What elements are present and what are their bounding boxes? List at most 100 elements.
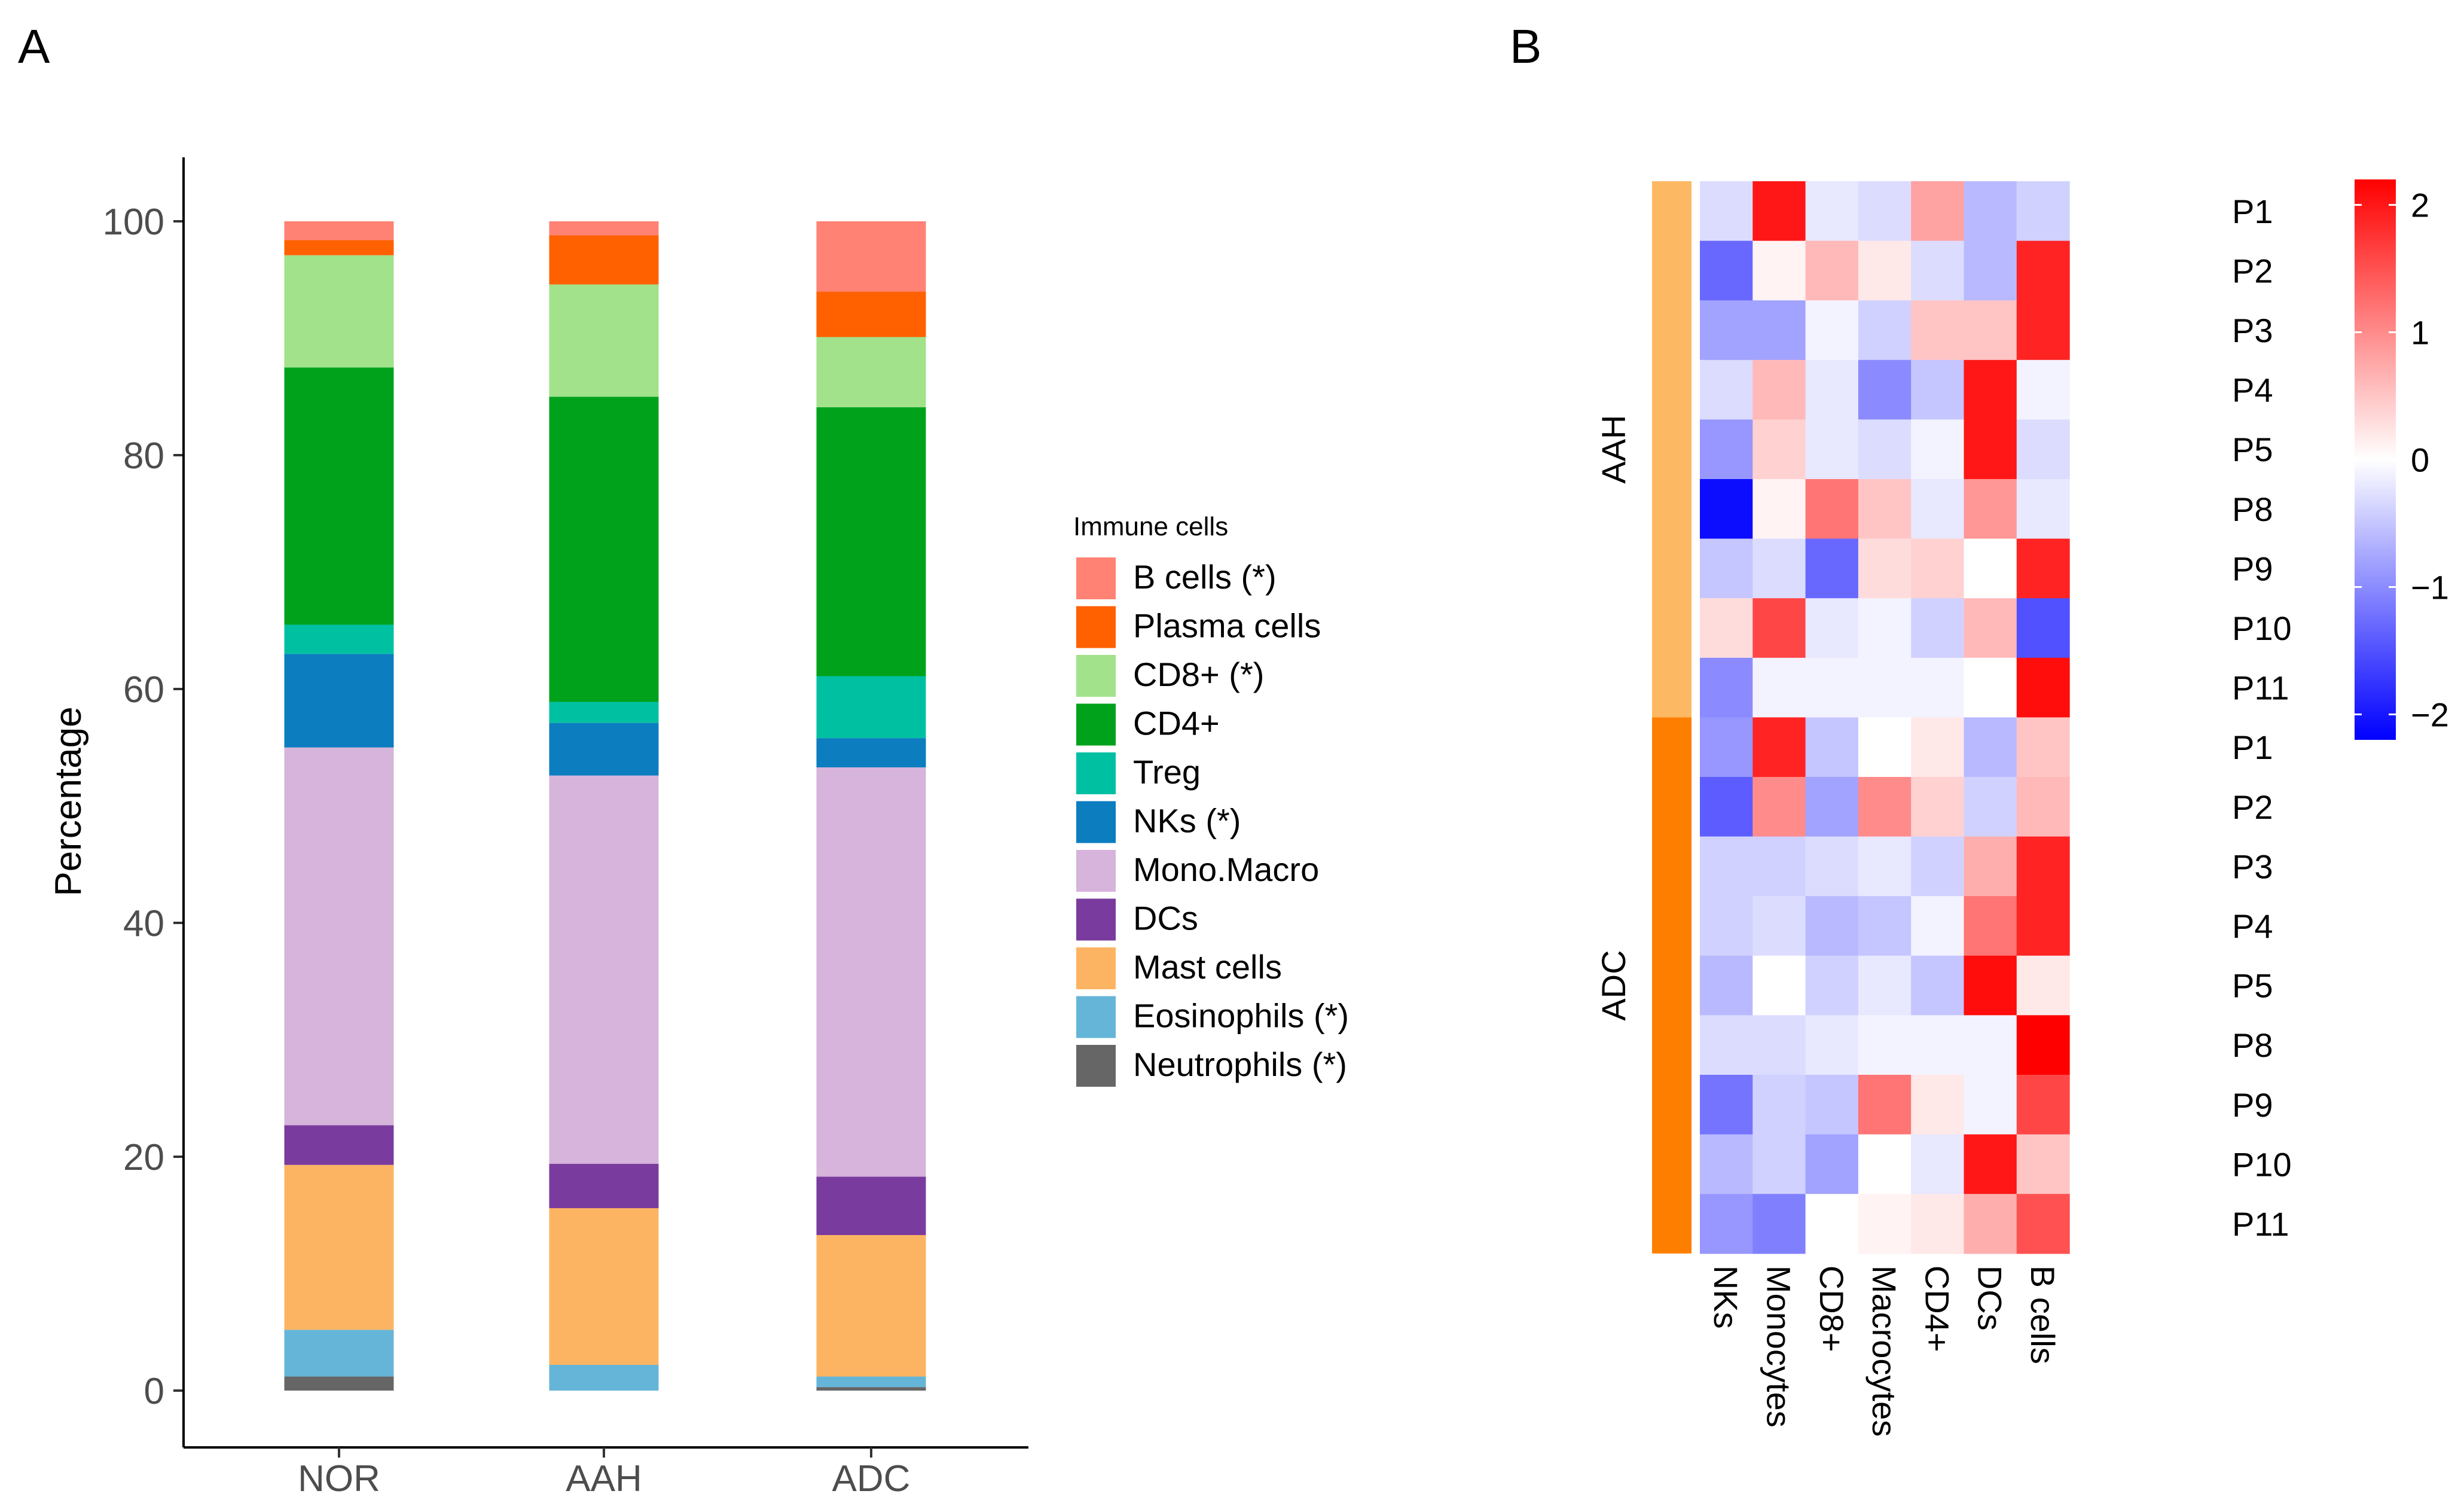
bar-segment — [549, 723, 659, 776]
heatmap-cell — [2016, 181, 2070, 242]
y-tick-label: 60 — [123, 669, 164, 711]
bar-segment — [549, 1208, 659, 1365]
colorbar-tick-label: −1 — [2411, 568, 2449, 606]
legend-swatch — [1076, 606, 1116, 648]
group-annotation-bars: AAH ADC — [1595, 181, 1691, 1254]
column-label: Monocytes — [1760, 1266, 1797, 1428]
legend-label: NKs (*) — [1133, 802, 1241, 840]
heatmap-cell — [1911, 717, 1965, 778]
y-tick-label: 0 — [144, 1371, 164, 1412]
heatmap-cell — [1805, 1194, 1859, 1254]
legend: Immune cells B cells (*) Plasma cells CD8+… — [1073, 512, 1349, 1087]
bar-segment — [549, 284, 659, 397]
heatmap-cell — [1805, 181, 1859, 242]
heatmap-cell — [1805, 777, 1859, 837]
stacked-bars — [284, 221, 926, 1391]
heatmap-cell — [1964, 300, 2017, 361]
heatmap-cell — [1911, 538, 1965, 599]
row-label: P8 — [2232, 490, 2273, 528]
heatmap-cell — [2016, 1015, 2070, 1075]
row-label: P5 — [2232, 967, 2273, 1005]
legend-items: B cells (*) Plasma cells CD8+ (*) CD4+ Treg N… — [1076, 557, 1349, 1087]
heatmap-cell — [1752, 598, 1806, 659]
heatmap-cell — [1911, 419, 1965, 480]
legend-label: Plasma cells — [1133, 607, 1321, 645]
legend-label: Treg — [1133, 753, 1201, 791]
group-annotation-bar — [1652, 181, 1691, 718]
heatmap-cell — [1700, 1194, 1753, 1254]
heatmap-cell — [1858, 300, 1912, 361]
heatmap-cell — [2016, 300, 2070, 361]
panel-b-label: B — [1510, 20, 1541, 73]
column-label: NKs — [1707, 1266, 1745, 1329]
row-label: P5 — [2232, 431, 2273, 468]
heatmap-cell — [1700, 419, 1753, 480]
heatmap-cell — [1700, 598, 1753, 659]
heatmap-cell — [1911, 657, 1965, 718]
heatmap-cell — [1805, 717, 1859, 778]
x-tick-label: ADC — [832, 1458, 911, 1499]
bar-segment — [284, 624, 394, 654]
heatmap-cell — [1964, 955, 2017, 1016]
y-axis-title: Percentage — [48, 706, 89, 896]
heatmap-cell — [1858, 955, 1912, 1016]
heatmap-cell — [1752, 777, 1806, 837]
heatmap-cell — [1700, 777, 1753, 837]
heatmap-cell — [1964, 1015, 2017, 1075]
heatmap-cell — [1805, 538, 1859, 599]
bar-segment — [549, 221, 659, 236]
heatmap-cell — [1964, 717, 2017, 778]
heatmap-cell — [1911, 836, 1965, 897]
heatmap-cell — [2016, 598, 2070, 659]
colorbar: 2 1 0 −1 −2 — [2355, 179, 2449, 740]
heatmap-cell — [1700, 1134, 1753, 1194]
x-tick-label: NOR — [298, 1458, 380, 1499]
bar-segment — [549, 1364, 659, 1391]
heatmap-cell — [1964, 1075, 2017, 1135]
legend-swatch — [1076, 947, 1116, 989]
legend-swatch — [1076, 801, 1116, 843]
heatmap-cell — [1858, 896, 1912, 956]
heatmap-cell — [1858, 1194, 1912, 1254]
legend-label: Neutrophils (*) — [1133, 1045, 1347, 1083]
legend-swatch — [1076, 752, 1116, 794]
row-label: P3 — [2232, 312, 2273, 349]
heatmap-cell — [1858, 1075, 1912, 1135]
heatmap-cell — [1805, 896, 1859, 956]
heatmap-cell — [1700, 479, 1753, 539]
heatmap-cell — [1805, 955, 1859, 1016]
panel-a: A 0 20 40 60 80 100 NOR AAH ADC Percentage Immu… — [18, 20, 1349, 1499]
row-label: P3 — [2232, 848, 2273, 885]
heatmap-cell — [1700, 836, 1753, 897]
heatmap-cell — [1858, 479, 1912, 539]
heatmap-cell — [1752, 1194, 1806, 1254]
heatmap-cell — [2016, 777, 2070, 837]
heatmap-cell — [1911, 1134, 1965, 1194]
bar-segment — [284, 1125, 394, 1165]
bar-segment — [549, 1163, 659, 1209]
heatmap-cell — [1911, 777, 1965, 837]
heatmap-cell — [1752, 359, 1806, 420]
column-label: CD4+ — [1918, 1266, 1956, 1352]
heatmap-cell — [1805, 240, 1859, 301]
heatmap-cell — [1964, 359, 2017, 420]
heatmap-cell — [1805, 836, 1859, 897]
bar-segment — [284, 654, 394, 748]
heatmap-cell — [1700, 538, 1753, 599]
x-tick-label: AAH — [566, 1458, 642, 1499]
bar-segment — [284, 240, 394, 255]
legend-title: Immune cells — [1073, 512, 1228, 541]
bar-segment — [549, 397, 659, 702]
bar-segment — [816, 291, 926, 337]
heatmap-cell — [1964, 777, 2017, 837]
y-tick-label: 100 — [103, 202, 164, 243]
heatmap-cell — [1752, 955, 1806, 1016]
heatmap-cell — [1700, 657, 1753, 718]
heatmap-cell — [2016, 1075, 2070, 1135]
legend-swatch — [1076, 850, 1116, 892]
heatmap-cell — [1858, 538, 1912, 599]
heatmap-cell — [1911, 598, 1965, 659]
heatmap-cell — [2016, 836, 2070, 897]
heatmap-cell — [1911, 1015, 1965, 1075]
